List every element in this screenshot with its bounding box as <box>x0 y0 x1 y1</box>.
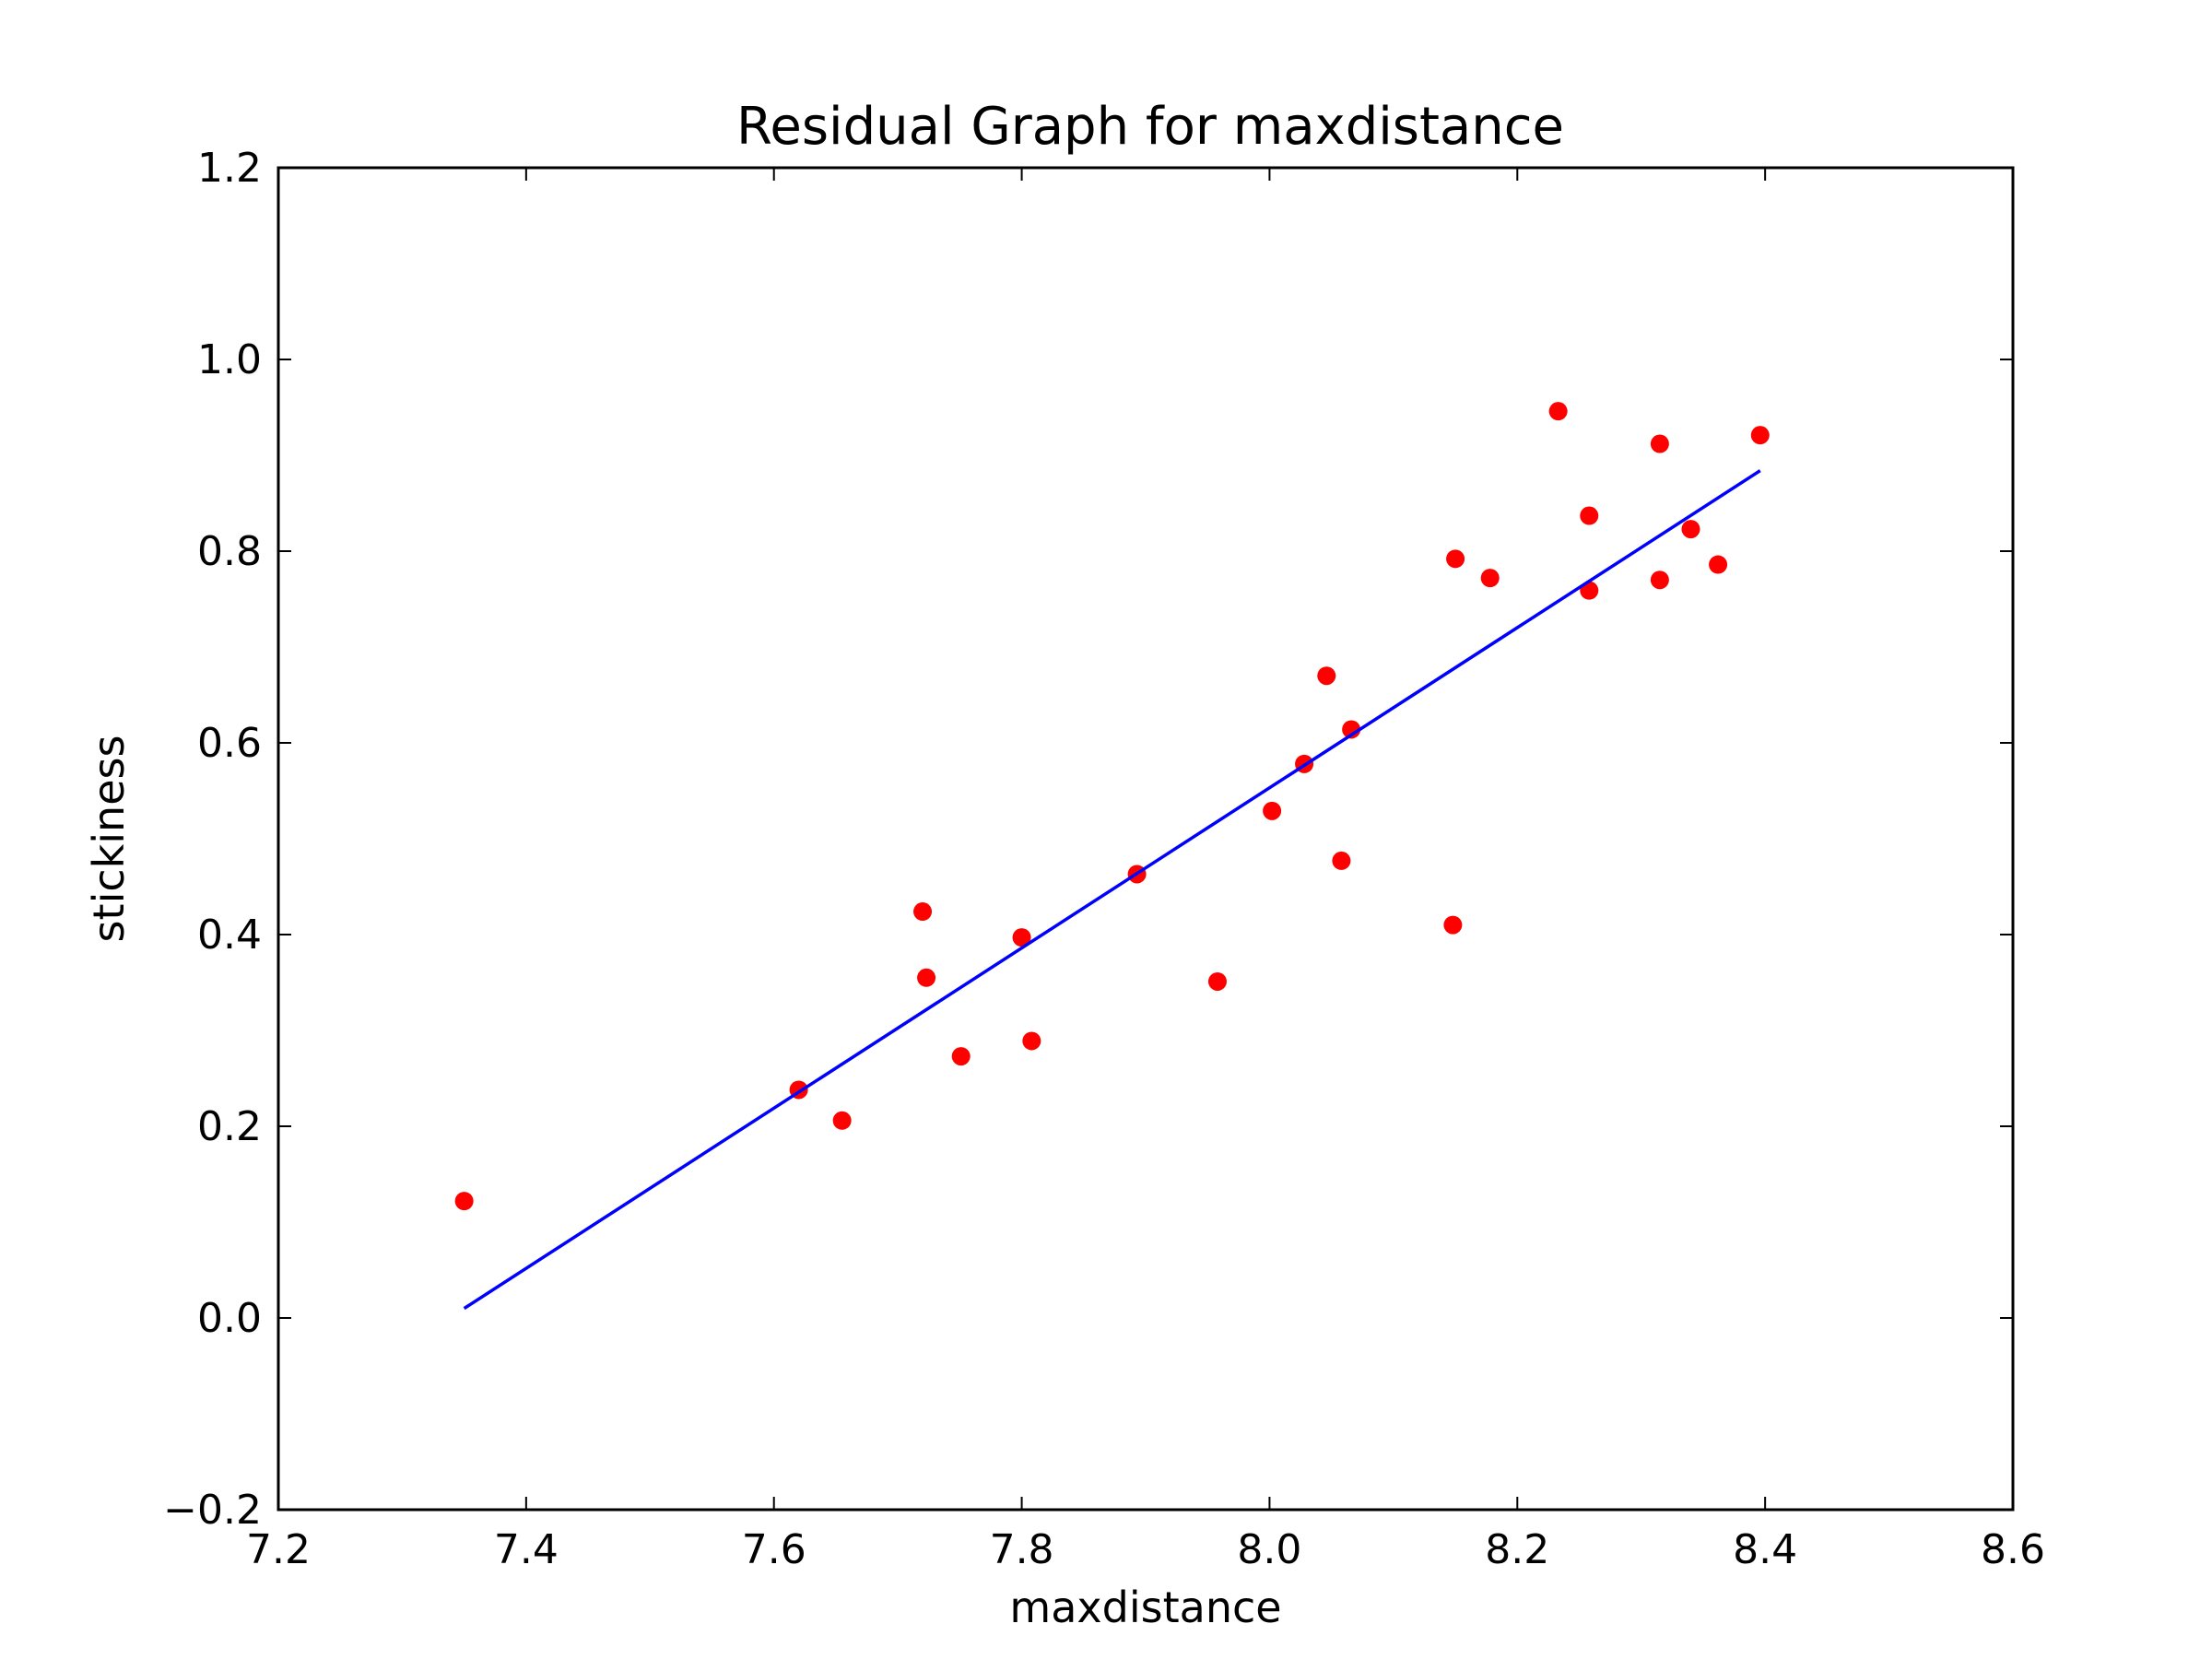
axis-ticks: 7.2 7.4 7.6 7.8 8.0 8.2 8.4 8.6 −0.2 0.0 0.2 0.4 0.6… <box>163 145 2045 1573</box>
data-point <box>1548 402 1568 421</box>
y-tick-label: 0.4 <box>197 912 262 959</box>
regression-line <box>463 469 1761 1311</box>
data-point <box>1750 426 1770 445</box>
data-point <box>1480 569 1500 588</box>
y-tick-label: 1.0 <box>197 336 262 383</box>
data-point <box>1709 555 1728 574</box>
y-tick-label: 0.0 <box>197 1295 262 1342</box>
data-point <box>1681 520 1700 539</box>
data-point <box>1022 1031 1041 1051</box>
y-tick-label: 0.8 <box>197 528 262 575</box>
data-point <box>1317 666 1336 686</box>
plot-frame <box>276 166 2015 1512</box>
data-point <box>832 1111 852 1130</box>
chart-title: Residual Graph for maxdistance <box>736 97 1564 157</box>
data-layer <box>454 402 1770 1311</box>
data-point <box>1650 571 1669 590</box>
data-point <box>913 902 933 922</box>
y-tick-label: 0.6 <box>197 720 262 767</box>
x-tick-label: 7.4 <box>494 1526 559 1573</box>
x-tick-label: 7.6 <box>742 1526 806 1573</box>
data-point <box>1332 851 1351 870</box>
data-point <box>1207 971 1227 991</box>
data-point <box>951 1047 971 1066</box>
data-point <box>1012 928 1031 947</box>
data-point <box>1650 434 1669 453</box>
y-tick-label: 1.2 <box>197 145 262 192</box>
data-point <box>454 1192 474 1211</box>
y-tick-label: 0.2 <box>197 1103 262 1150</box>
data-point <box>1446 549 1465 569</box>
x-tick-label: 8.4 <box>1733 1526 1797 1573</box>
x-tick-label: 8.6 <box>1981 1526 2045 1573</box>
x-tick-label: 8.2 <box>1485 1526 1549 1573</box>
data-point <box>1443 915 1463 935</box>
data-point <box>1342 720 1361 739</box>
data-point <box>1580 506 1599 525</box>
y-axis-label: stickiness <box>84 735 134 943</box>
x-axis-label: maxdistance <box>1009 1583 1281 1632</box>
data-point <box>1263 801 1282 820</box>
x-tick-label: 7.8 <box>990 1526 1054 1573</box>
x-tick-label: 8.0 <box>1237 1526 1301 1573</box>
x-tick-label: 7.2 <box>246 1526 311 1573</box>
y-tick-label: −0.2 <box>163 1487 262 1534</box>
data-point <box>917 968 936 987</box>
